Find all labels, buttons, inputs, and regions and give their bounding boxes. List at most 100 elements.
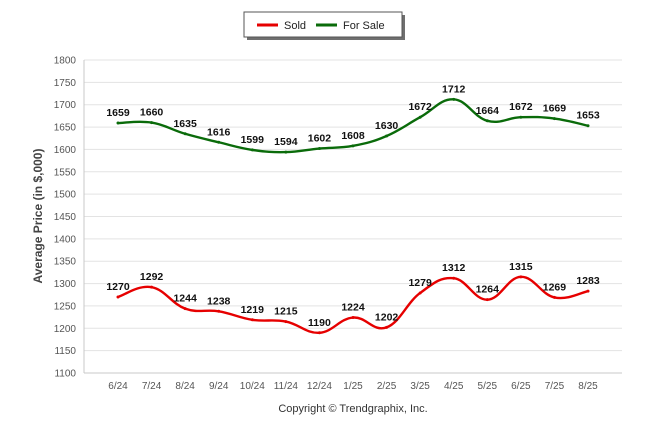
x-tick-label: 3/25 bbox=[410, 381, 430, 392]
data-label-sold: 1315 bbox=[509, 261, 533, 273]
data-label-for-sale: 1653 bbox=[576, 110, 600, 122]
data-label-for-sale: 1712 bbox=[442, 83, 466, 95]
data-point-for-sale bbox=[250, 148, 254, 152]
series-lines bbox=[116, 97, 590, 335]
data-label-for-sale: 1599 bbox=[241, 134, 265, 146]
data-point-for-sale bbox=[116, 121, 120, 125]
legend-label-sold: Sold bbox=[284, 20, 306, 32]
y-tick-label: 1300 bbox=[54, 279, 77, 290]
data-point-sold bbox=[116, 295, 120, 299]
data-label-sold: 1238 bbox=[207, 295, 231, 307]
x-tick-label: 12/24 bbox=[307, 381, 332, 392]
legend: Sold For Sale bbox=[243, 11, 405, 40]
legend-label-for-sale: For Sale bbox=[343, 20, 385, 32]
data-point-sold bbox=[217, 309, 221, 313]
x-tick-label: 1/25 bbox=[343, 381, 363, 392]
data-label-sold: 1279 bbox=[408, 277, 432, 289]
x-tick-label: 7/25 bbox=[545, 381, 565, 392]
data-point-sold bbox=[317, 331, 321, 335]
x-tick-label: 11/24 bbox=[274, 381, 299, 392]
data-point-for-sale bbox=[284, 150, 288, 154]
data-point-sold bbox=[250, 318, 254, 322]
data-label-sold: 1312 bbox=[442, 262, 466, 274]
data-label-sold: 1292 bbox=[140, 271, 164, 283]
data-label-sold: 1215 bbox=[274, 306, 298, 318]
data-label-sold: 1283 bbox=[576, 275, 600, 287]
x-tick-label: 2/25 bbox=[377, 381, 397, 392]
data-point-sold bbox=[452, 276, 456, 280]
x-tick-label: 7/24 bbox=[142, 381, 162, 392]
data-label-for-sale: 1659 bbox=[106, 107, 130, 119]
data-label-for-sale: 1672 bbox=[509, 101, 533, 113]
x-tick-label: 9/24 bbox=[209, 381, 229, 392]
data-point-for-sale bbox=[385, 134, 389, 138]
copyright-footer: Copyright © Trendgraphix, Inc. bbox=[278, 403, 427, 415]
data-point-sold bbox=[485, 298, 489, 302]
y-tick-label: 1750 bbox=[54, 78, 77, 89]
data-label-sold: 1264 bbox=[476, 284, 500, 296]
data-point-for-sale bbox=[552, 117, 556, 121]
data-label-sold: 1270 bbox=[106, 281, 130, 293]
data-point-for-sale bbox=[183, 132, 187, 136]
y-tick-label: 1500 bbox=[54, 190, 77, 201]
data-label-for-sale: 1660 bbox=[140, 107, 164, 119]
x-tick-label: 4/25 bbox=[444, 381, 464, 392]
y-axis-title: Average Price (in $,000) bbox=[31, 149, 45, 284]
data-point-for-sale bbox=[418, 115, 422, 119]
data-point-for-sale bbox=[485, 119, 489, 123]
y-tick-label: 1350 bbox=[54, 257, 77, 268]
data-point-sold bbox=[150, 285, 154, 289]
data-point-for-sale bbox=[150, 121, 154, 125]
data-label-sold: 1219 bbox=[241, 304, 265, 316]
y-tick-label: 1550 bbox=[54, 167, 77, 178]
data-point-for-sale bbox=[351, 144, 355, 148]
y-tick-label: 1150 bbox=[54, 346, 76, 357]
data-label-for-sale: 1608 bbox=[341, 130, 365, 142]
y-tick-label: 1400 bbox=[54, 234, 77, 245]
data-label-for-sale: 1672 bbox=[408, 101, 432, 113]
y-tick-label: 1250 bbox=[54, 301, 77, 312]
data-point-for-sale bbox=[586, 124, 590, 128]
data-point-sold bbox=[351, 316, 355, 320]
x-tick-label: 8/24 bbox=[175, 381, 195, 392]
data-label-for-sale: 1602 bbox=[308, 133, 332, 145]
x-tick-label: 10/24 bbox=[240, 381, 265, 392]
gridlines bbox=[84, 59, 622, 374]
axes: 1100 1150 1200 1250 1300 1350 1400 1450 1500 1550… bbox=[54, 56, 622, 392]
data-label-sold: 1224 bbox=[341, 302, 365, 314]
data-point-for-sale bbox=[317, 147, 321, 151]
data-label-sold: 1269 bbox=[543, 281, 567, 293]
x-tick-label: 6/24 bbox=[108, 381, 128, 392]
data-label-for-sale: 1664 bbox=[476, 105, 500, 117]
data-label-for-sale: 1669 bbox=[543, 103, 567, 115]
data-point-sold bbox=[183, 307, 187, 311]
y-tick-label: 1450 bbox=[54, 212, 77, 223]
data-labels: 1270 1292 1244 1238 1219 1215 1190 1224 1202 1279… bbox=[106, 83, 600, 328]
data-point-for-sale bbox=[452, 97, 456, 101]
x-tick-label: 5/25 bbox=[478, 381, 498, 392]
y-tick-label: 1100 bbox=[54, 369, 76, 380]
y-tick-label: 1650 bbox=[54, 123, 77, 134]
data-point-for-sale bbox=[217, 140, 221, 144]
data-point-sold bbox=[418, 291, 422, 295]
data-label-sold: 1244 bbox=[173, 293, 197, 305]
y-tick-label: 1800 bbox=[54, 56, 77, 67]
data-point-sold bbox=[284, 320, 288, 324]
data-label-for-sale: 1616 bbox=[207, 126, 231, 138]
data-point-sold bbox=[586, 289, 590, 293]
data-point-sold bbox=[519, 275, 523, 279]
x-tick-label: 6/25 bbox=[511, 381, 531, 392]
data-point-for-sale bbox=[519, 115, 523, 119]
data-label-for-sale: 1635 bbox=[173, 118, 197, 130]
data-label-sold: 1190 bbox=[308, 317, 331, 329]
y-tick-label: 1600 bbox=[54, 145, 77, 156]
x-tick-label: 8/25 bbox=[578, 381, 598, 392]
data-point-sold bbox=[385, 325, 389, 329]
y-tick-label: 1200 bbox=[54, 324, 77, 335]
y-tick-label: 1700 bbox=[54, 100, 77, 111]
data-label-for-sale: 1630 bbox=[375, 120, 399, 132]
data-point-sold bbox=[552, 295, 556, 299]
data-label-for-sale: 1594 bbox=[274, 136, 298, 148]
data-label-sold: 1202 bbox=[375, 311, 399, 323]
